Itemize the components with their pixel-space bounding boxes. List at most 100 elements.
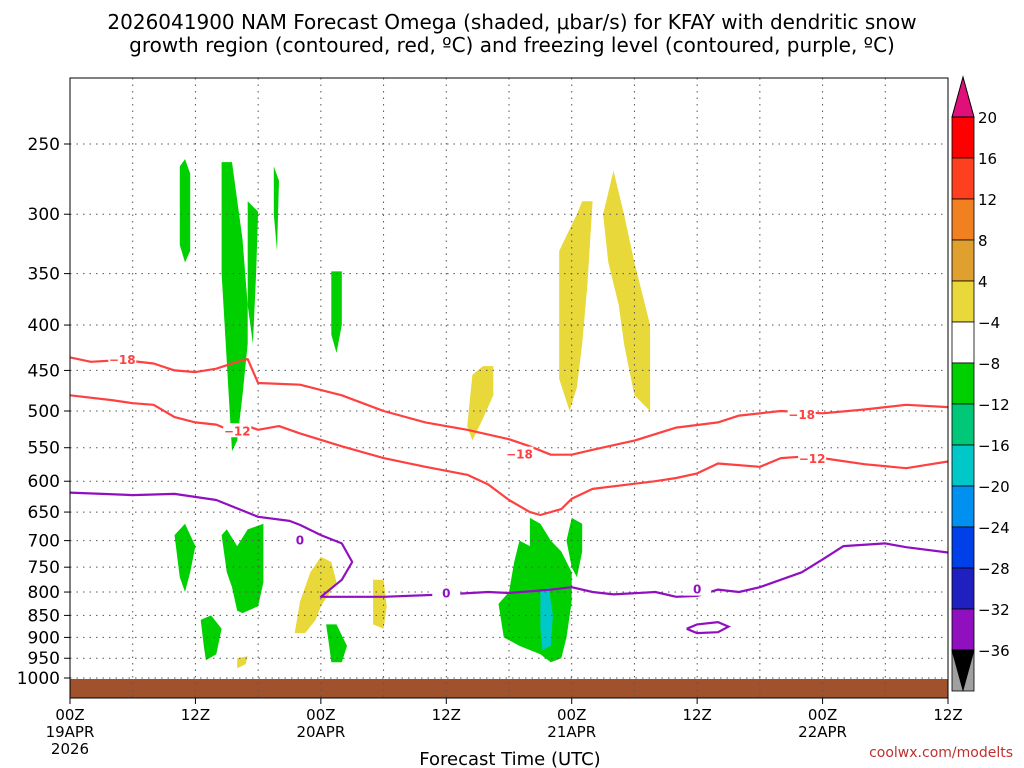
chart-title-line2: growth region (contoured, red, ºC) and f… [129, 33, 895, 57]
omega-region-3 [273, 166, 279, 251]
contour-label-bg-dendritic-upper-2 [787, 406, 816, 421]
plot-frame [69, 77, 949, 699]
omega-region-2 [247, 201, 259, 344]
closed-contour-0 [686, 620, 732, 635]
y-tick-label-650: 650 [28, 503, 60, 523]
y-tick-label-500: 500 [28, 402, 60, 422]
x-tick-date-72: 22APR [798, 723, 847, 741]
y-tick-label-550: 550 [28, 439, 60, 459]
ground-layer [70, 679, 948, 698]
y-tick-label-1000: 1000 [17, 669, 60, 689]
colorbar-swatch-11 [951, 567, 975, 610]
contour-dendritic-upper [70, 356, 948, 456]
credit-text: coolwx.com/modelts [869, 745, 1013, 761]
colorbar-tick-3: 8 [978, 232, 988, 250]
colorbar-swatch-7 [951, 403, 975, 446]
x-tick-label-60: 12Z [682, 706, 711, 724]
contour-label-bg-freezing-level-1 [432, 585, 461, 600]
colorbar-swatch-4 [951, 280, 975, 323]
colorbar-tick-10: −24 [978, 519, 1010, 537]
contour-label-dendritic-lower-1: −12 [799, 452, 826, 466]
colorbar-tick-8: −16 [978, 437, 1010, 455]
contour-label-dendritic-upper-1: −18 [506, 448, 533, 462]
colorbar-tick-13: −36 [978, 642, 1010, 660]
omega-region-12 [467, 366, 494, 441]
omega-region-16 [373, 579, 387, 629]
y-tick-label-750: 750 [28, 558, 60, 578]
contour-label-bg-dendritic-upper-0 [108, 352, 137, 367]
colorbar-tick-6: −8 [978, 355, 1000, 373]
x-tick-label-12: 12Z [181, 706, 210, 724]
x-tick-year-0: 2026 [51, 740, 89, 758]
colorbar-swatch-10 [951, 526, 975, 569]
colorbar-tick-11: −28 [978, 560, 1010, 578]
colorbar-swatch-5 [951, 321, 975, 364]
omega-region-10 [566, 517, 583, 578]
y-tick-label-800: 800 [28, 583, 60, 603]
contour-label-freezing-level-1: 0 [442, 586, 450, 600]
omega-region-0 [179, 159, 191, 263]
y-axis: 250 300 350 400 450 500 550 600 650 700 750 800 850 9… [17, 135, 70, 689]
colorbar-swatch-2 [951, 198, 975, 241]
contour-label-dendritic-upper-0: −18 [109, 353, 136, 367]
contour-freezing-level [70, 491, 948, 598]
x-tick-label-72: 00Z [808, 706, 837, 724]
contour-layer: −18 −18 −18 −12 −12 0 0 0 [70, 352, 948, 635]
x-tick-label-36: 12Z [432, 706, 461, 724]
colorbar-tick-12: −32 [978, 601, 1010, 619]
colorbar-tick-5: −4 [978, 314, 1000, 332]
y-tick-label-600: 600 [28, 472, 60, 492]
colorbar: 20 16 12 8 4 −4 −8 −12 −16 −20 −24 −28 −32 −36 [951, 75, 1010, 692]
omega-region-8 [326, 624, 347, 663]
y-tick-label-850: 850 [28, 606, 60, 626]
omega-region-15 [294, 556, 337, 634]
contour-label-freezing-level-0: 0 [296, 534, 304, 548]
omega-region-11 [540, 587, 553, 650]
y-tick-label-950: 950 [28, 649, 60, 669]
omega-region-17 [237, 656, 248, 669]
x-axis-label: Forecast Time (UTC) [419, 749, 600, 768]
contour-label-freezing-level-2: 0 [693, 583, 701, 597]
x-tick-label-0: 00Z [55, 706, 84, 724]
x-tick-date-48: 21APR [547, 723, 596, 741]
colorbar-swatch-6 [951, 362, 975, 405]
colorbar-swatch-8 [951, 444, 975, 487]
colorbar-swatch-9 [951, 485, 975, 528]
contour-dendritic-lower [70, 394, 948, 517]
colorbar-top-arrow [951, 75, 975, 118]
y-tick-label-450: 450 [28, 361, 60, 381]
y-tick-label-700: 700 [28, 532, 60, 552]
contour-label-dendritic-lower-0: −12 [224, 424, 251, 438]
colorbar-tick-4: 4 [978, 273, 988, 291]
contour-label-bg-freezing-level-0 [285, 532, 314, 547]
colorbar-bottom-arrow [951, 649, 975, 692]
contour-label-bg-freezing-level-2 [683, 581, 712, 596]
y-tick-label-250: 250 [28, 135, 60, 155]
y-tick-label-300: 300 [28, 205, 60, 225]
omega-region-4 [331, 271, 342, 353]
grid-layer [69, 78, 949, 698]
omega-region-6 [221, 523, 264, 614]
colorbar-tick-2: 12 [978, 191, 997, 209]
omega-region-1 [221, 162, 248, 452]
ground-band [70, 679, 948, 698]
x-tick-label-48: 00Z [557, 706, 586, 724]
x-tick-label-84: 12Z [933, 706, 962, 724]
omega-region-14 [603, 170, 651, 411]
contour-label-bg-dendritic-lower-1 [798, 450, 827, 465]
x-tick-label-24: 00Z [306, 706, 335, 724]
omega-region-13 [559, 201, 593, 411]
y-tick-label-400: 400 [28, 316, 60, 336]
omega-region-5 [174, 523, 196, 592]
x-tick-date-0: 19APR [46, 723, 95, 741]
chart-title-line1: 2026041900 NAM Forecast Omega (shaded, μ… [107, 10, 916, 34]
contour-label-dendritic-upper-2: −18 [788, 408, 815, 422]
x-tick-date-24: 20APR [296, 723, 345, 741]
colorbar-tick-7: −12 [978, 396, 1010, 414]
colorbar-swatch-3 [951, 239, 975, 282]
colorbar-swatch-1 [951, 157, 975, 200]
y-tick-label-350: 350 [28, 265, 60, 285]
colorbar-tick-1: 16 [978, 150, 997, 168]
